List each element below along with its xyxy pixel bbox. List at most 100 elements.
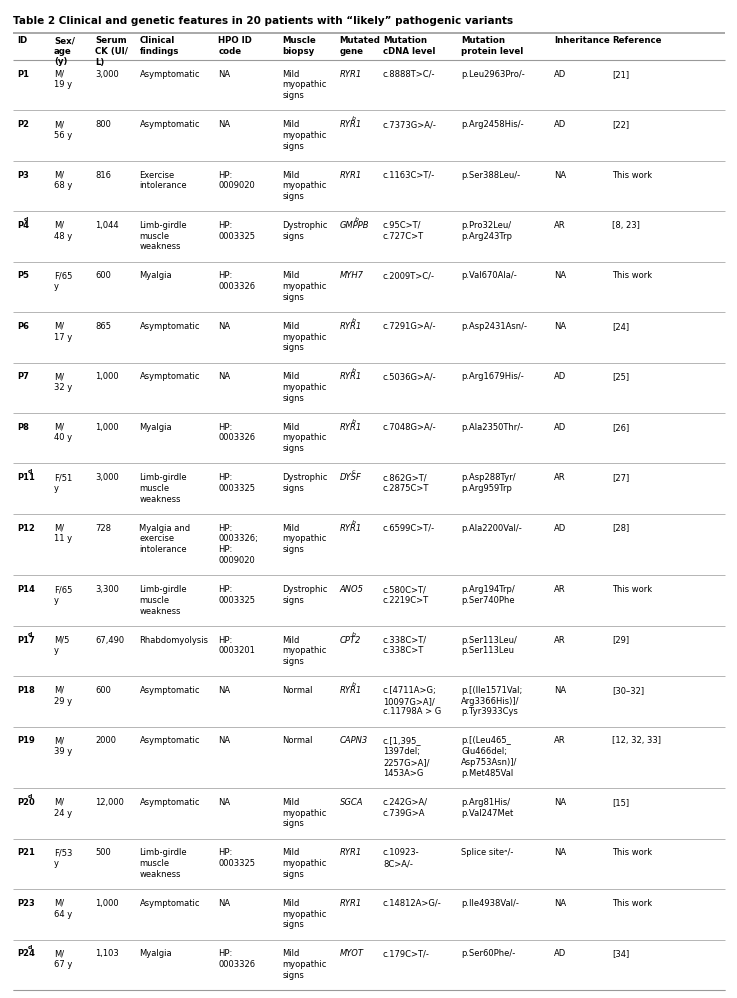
- Text: NA: NA: [218, 737, 231, 746]
- Text: d: d: [24, 217, 29, 222]
- Text: P21: P21: [17, 848, 35, 857]
- Text: M/
67 y: M/ 67 y: [54, 949, 72, 969]
- Text: p.[(Ile1571Val;
Arg3366His)]/
p.Tyr3933Cys: p.[(Ile1571Val; Arg3366His)]/ p.Tyr3933C…: [461, 686, 523, 717]
- Text: Limb-girdle
muscle
weakness: Limb-girdle muscle weakness: [139, 221, 187, 251]
- Text: Asymptomatic: Asymptomatic: [139, 372, 200, 381]
- Text: HP:
0003325: HP: 0003325: [218, 473, 256, 493]
- Text: Myalgia: Myalgia: [139, 271, 172, 280]
- Text: RYR1: RYR1: [340, 686, 362, 695]
- Text: This work: This work: [612, 171, 652, 180]
- Text: F/65
y: F/65 y: [54, 585, 72, 605]
- Text: Splice siteᵃ/-: Splice siteᵃ/-: [461, 848, 514, 857]
- Text: 500: 500: [95, 848, 111, 857]
- Text: p.Ala2200Val/-: p.Ala2200Val/-: [461, 524, 522, 533]
- Text: [26]: [26]: [612, 423, 629, 432]
- Text: Serum
CK (UI/
L): Serum CK (UI/ L): [95, 36, 128, 67]
- Text: Mild
myopathic
signs: Mild myopathic signs: [282, 949, 327, 980]
- Text: Mild
myopathic
signs: Mild myopathic signs: [282, 171, 327, 201]
- Text: 3,300: 3,300: [95, 585, 119, 594]
- Text: [29]: [29]: [612, 636, 629, 645]
- Text: M/
56 y: M/ 56 y: [54, 120, 72, 140]
- Text: AD: AD: [553, 949, 566, 958]
- Text: MYOT: MYOT: [340, 949, 363, 958]
- Text: P1: P1: [17, 70, 29, 79]
- Text: NA: NA: [218, 372, 231, 381]
- Text: RYR1: RYR1: [340, 372, 362, 381]
- Text: M/
68 y: M/ 68 y: [54, 171, 72, 191]
- Text: 1,000: 1,000: [95, 899, 119, 908]
- Text: p.Ser113Leu/
p.Ser113Leu: p.Ser113Leu/ p.Ser113Leu: [461, 636, 517, 656]
- Text: Reference: Reference: [612, 36, 662, 45]
- Text: c.338C>T/
c.338C>T: c.338C>T/ c.338C>T: [383, 636, 427, 656]
- Text: 600: 600: [95, 686, 111, 695]
- Text: RYR1: RYR1: [340, 423, 362, 432]
- Text: NA: NA: [553, 899, 566, 908]
- Text: Mild
myopathic
signs: Mild myopathic signs: [282, 372, 327, 403]
- Text: P6: P6: [17, 321, 29, 330]
- Text: F/53
y: F/53 y: [54, 848, 72, 868]
- Text: Asymptomatic: Asymptomatic: [139, 70, 200, 79]
- Text: 1,000: 1,000: [95, 423, 119, 432]
- Text: RYR1: RYR1: [340, 848, 362, 857]
- Text: M/
17 y: M/ 17 y: [54, 321, 72, 341]
- Text: Asymptomatic: Asymptomatic: [139, 686, 200, 695]
- Text: P18: P18: [17, 686, 35, 695]
- Text: AR: AR: [553, 585, 565, 594]
- Text: b: b: [352, 520, 356, 525]
- Text: c.7048G>A/-: c.7048G>A/-: [383, 423, 436, 432]
- Text: 728: 728: [95, 524, 111, 533]
- Text: Mild
myopathic
signs: Mild myopathic signs: [282, 798, 327, 828]
- Text: M/
32 y: M/ 32 y: [54, 372, 72, 392]
- Text: AR: AR: [553, 221, 565, 230]
- Text: M/5
y: M/5 y: [54, 636, 69, 656]
- Text: NA: NA: [218, 321, 231, 330]
- Text: NA: NA: [553, 171, 566, 180]
- Text: ID: ID: [17, 36, 27, 45]
- Text: P12: P12: [17, 524, 35, 533]
- Text: p.Arg194Trp/
p.Ser740Phe: p.Arg194Trp/ p.Ser740Phe: [461, 585, 515, 605]
- Text: Mutation
protein level: Mutation protein level: [461, 36, 523, 56]
- Text: F/51
y: F/51 y: [54, 473, 72, 493]
- Text: [22]: [22]: [612, 120, 629, 129]
- Text: b: b: [352, 632, 356, 637]
- Text: [25]: [25]: [612, 372, 629, 381]
- Text: M/
24 y: M/ 24 y: [54, 798, 72, 817]
- Text: [34]: [34]: [612, 949, 629, 958]
- Text: [8, 23]: [8, 23]: [612, 221, 640, 230]
- Text: This work: This work: [612, 848, 652, 857]
- Text: c.[1,395_
1397del;
2257G>A]/
1453A>G: c.[1,395_ 1397del; 2257G>A]/ 1453A>G: [383, 737, 430, 777]
- Text: AD: AD: [553, 524, 566, 533]
- Text: Inheritance: Inheritance: [553, 36, 609, 45]
- Text: 2000: 2000: [95, 737, 116, 746]
- Text: HP:
0003326;
HP:
0009020: HP: 0003326; HP: 0009020: [218, 524, 259, 565]
- Text: p.Ser388Leu/-: p.Ser388Leu/-: [461, 171, 520, 180]
- Text: CPT2: CPT2: [340, 636, 361, 645]
- Text: Table 2 Clinical and genetic features in 20 patients with “likely” pathogenic va: Table 2 Clinical and genetic features in…: [13, 16, 513, 26]
- Text: DYSF: DYSF: [340, 473, 361, 482]
- Text: Asymptomatic: Asymptomatic: [139, 120, 200, 129]
- Text: d: d: [28, 632, 32, 637]
- Text: c: c: [352, 469, 355, 474]
- Text: Mild
myopathic
signs: Mild myopathic signs: [282, 120, 327, 151]
- Text: Mild
myopathic
signs: Mild myopathic signs: [282, 423, 327, 453]
- Text: P8: P8: [17, 423, 29, 432]
- Text: RYR1: RYR1: [340, 524, 362, 533]
- Text: Mutation
cDNA level: Mutation cDNA level: [383, 36, 436, 56]
- Text: [12, 32, 33]: [12, 32, 33]: [612, 737, 661, 746]
- Text: P4: P4: [17, 221, 29, 230]
- Text: [24]: [24]: [612, 321, 629, 330]
- Text: SGCA: SGCA: [340, 798, 363, 807]
- Text: HP:
0009020: HP: 0009020: [218, 171, 255, 191]
- Text: Myalgia: Myalgia: [139, 949, 172, 958]
- Text: Normal: Normal: [282, 686, 313, 695]
- Text: NA: NA: [553, 848, 566, 857]
- Text: 816: 816: [95, 171, 111, 180]
- Text: c.242G>A/
c.739G>A: c.242G>A/ c.739G>A: [383, 798, 428, 817]
- Text: 67,490: 67,490: [95, 636, 125, 645]
- Text: NA: NA: [553, 686, 566, 695]
- Text: Limb-girdle
muscle
weakness: Limb-girdle muscle weakness: [139, 848, 187, 879]
- Text: P7: P7: [17, 372, 29, 381]
- Text: b: b: [352, 419, 356, 424]
- Text: Dystrophic
signs: Dystrophic signs: [282, 221, 328, 241]
- Text: Sex/
age
(y): Sex/ age (y): [54, 36, 75, 67]
